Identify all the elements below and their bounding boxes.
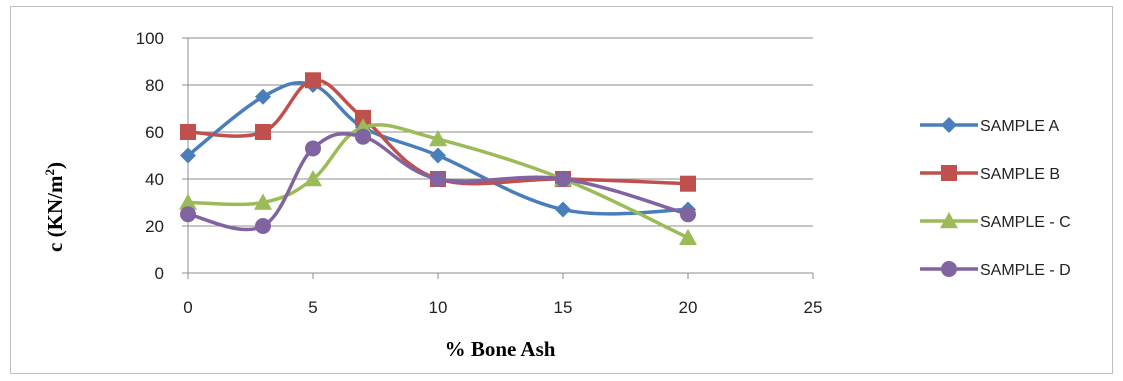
y-tick-label: 100 xyxy=(136,29,164,48)
data-point xyxy=(179,193,197,210)
y-tick-label: 0 xyxy=(155,264,164,283)
data-point xyxy=(304,170,322,187)
legend-marker xyxy=(940,212,958,229)
data-point xyxy=(180,124,196,140)
y-tick-label: 80 xyxy=(145,76,164,95)
legend: SAMPLE A SAMPLE B SAMPLE - C SAMPLE - D xyxy=(920,117,1071,279)
legend-label: SAMPLE - D xyxy=(980,262,1071,279)
y-axis-title-main: c (KN/m xyxy=(43,175,67,252)
legend-entry: SAMPLE - C xyxy=(920,212,1071,231)
y-tick-label: 60 xyxy=(145,123,164,142)
data-point xyxy=(430,147,446,164)
data-point xyxy=(305,140,321,157)
data-point xyxy=(255,88,271,105)
legend-label: SAMPLE B xyxy=(980,166,1060,183)
y-axis-title-close: ) xyxy=(43,162,67,169)
data-point xyxy=(180,206,196,223)
x-tick-label: 20 xyxy=(679,298,698,317)
legend-marker xyxy=(941,165,957,181)
legend-entry: SAMPLE - D xyxy=(920,261,1071,279)
y-tick-label: 40 xyxy=(145,170,164,189)
data-point xyxy=(254,193,272,210)
series-1 xyxy=(180,77,696,218)
x-tick-label: 5 xyxy=(308,298,317,317)
x-tick-label: 25 xyxy=(804,298,823,317)
axes: 0 20 40 60 80 100 0 5 10 15 20 25 xyxy=(136,29,823,317)
x-tick-label: 10 xyxy=(429,298,448,317)
data-point xyxy=(429,130,447,147)
legend-marker xyxy=(941,117,957,133)
legend-marker xyxy=(941,261,957,277)
data-point xyxy=(255,218,271,234)
x-tick-label: 15 xyxy=(554,298,573,317)
legend-entry: SAMPLE B xyxy=(920,165,1060,183)
data-point xyxy=(355,128,371,145)
x-tick-label: 0 xyxy=(183,298,192,317)
data-point xyxy=(555,201,571,218)
data-point xyxy=(305,72,321,89)
y-tick-label: 20 xyxy=(145,217,164,236)
data-point xyxy=(680,206,696,223)
data-point xyxy=(679,228,697,245)
series-4 xyxy=(180,128,696,234)
chart-frame xyxy=(10,6,1113,374)
series-group xyxy=(179,72,697,245)
legend-label: SAMPLE A xyxy=(980,118,1059,135)
data-point xyxy=(355,109,371,126)
y-axis-title-superscript: 2 xyxy=(42,169,57,176)
data-point xyxy=(430,171,446,187)
x-axis-title: % Bone Ash xyxy=(445,337,556,361)
data-point xyxy=(555,171,571,187)
y-axis-title: c (KN/m2) xyxy=(42,162,67,252)
legend-label: SAMPLE - C xyxy=(980,214,1071,231)
data-point xyxy=(255,124,271,140)
legend-entry: SAMPLE A xyxy=(920,117,1059,135)
data-point xyxy=(180,147,196,164)
data-point xyxy=(680,175,696,192)
